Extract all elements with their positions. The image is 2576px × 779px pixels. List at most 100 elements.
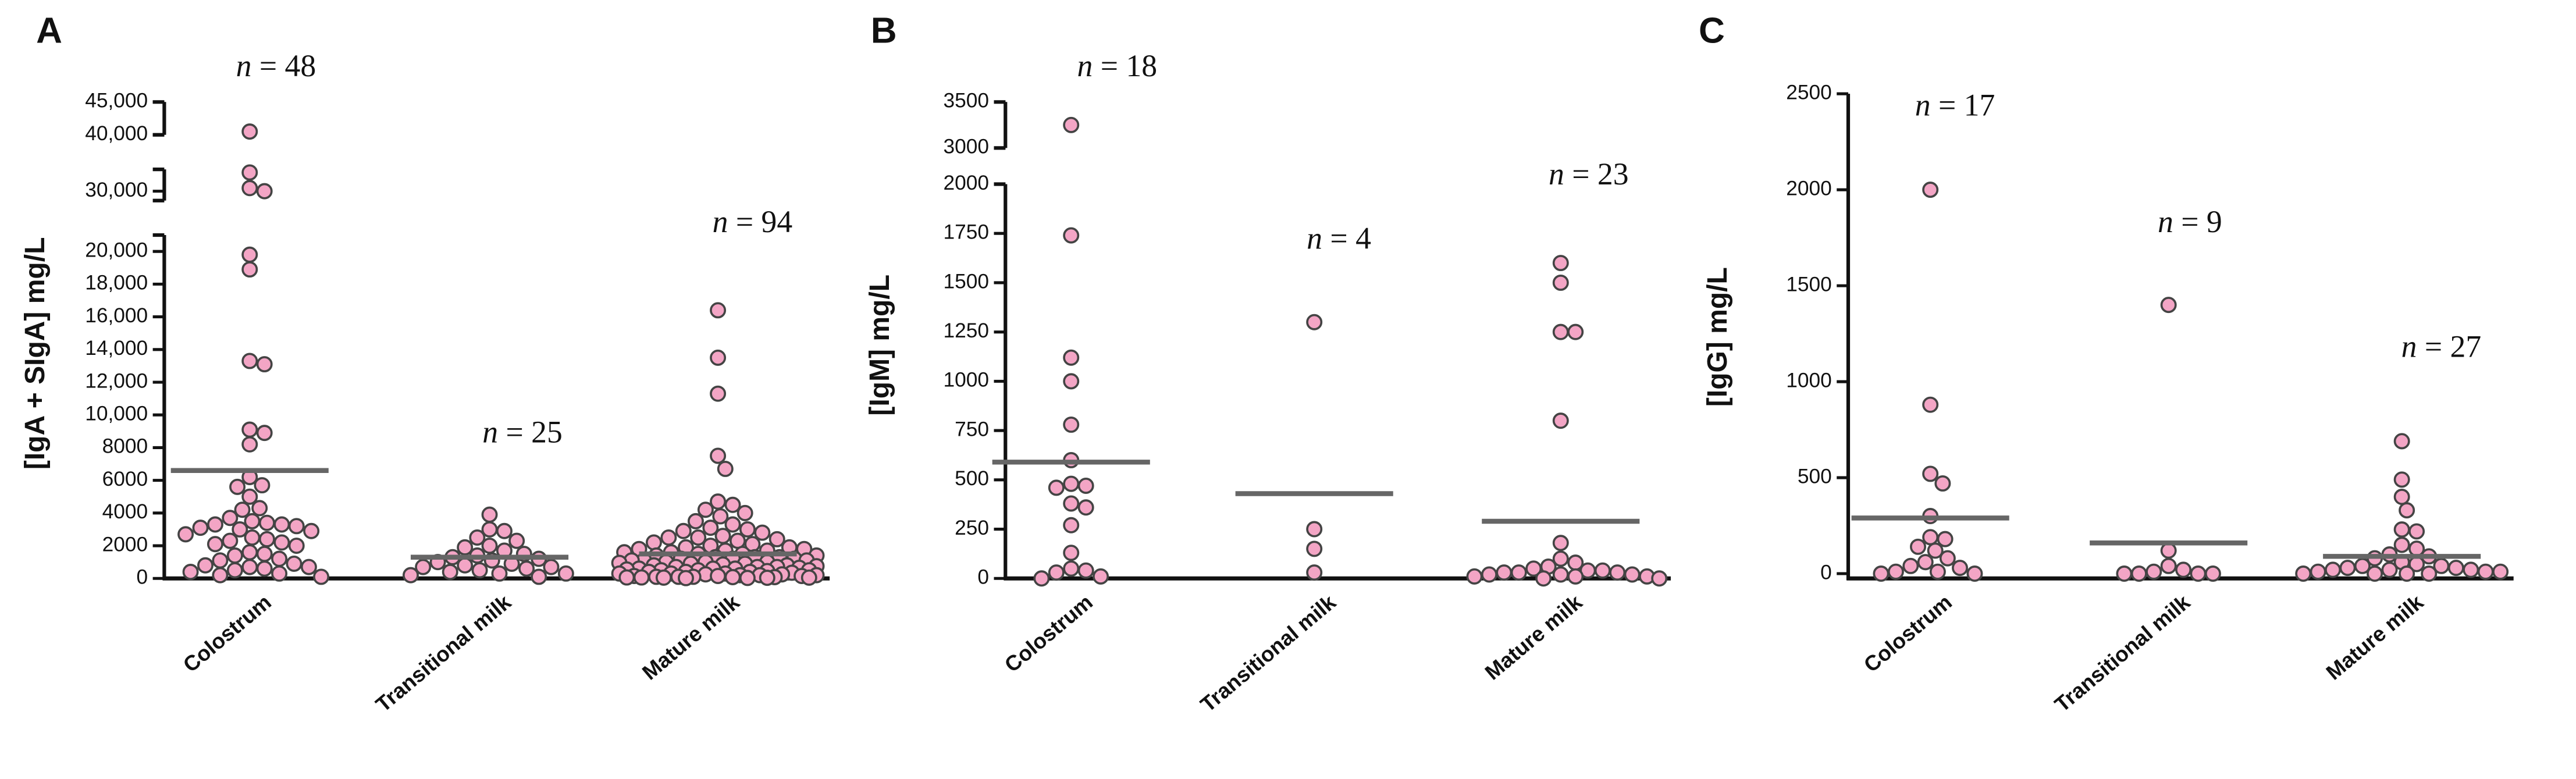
data-point (531, 568, 547, 585)
n-label: n = 23 (1549, 157, 1629, 192)
data-point (229, 478, 246, 495)
data-point (182, 564, 199, 580)
data-point (457, 557, 474, 574)
data-point (768, 531, 785, 547)
data-point (690, 529, 707, 546)
data-point (442, 564, 458, 580)
data-point (300, 559, 317, 575)
data-point (2399, 502, 2415, 519)
data-point (1063, 517, 1080, 533)
n-label: n = 27 (2401, 329, 2482, 364)
y-tick-label: 1000 (944, 369, 990, 392)
data-point (1481, 566, 1497, 583)
data-point (241, 544, 258, 561)
data-point (256, 183, 273, 200)
data-point (754, 524, 771, 541)
data-point (222, 532, 239, 549)
data-point (2310, 563, 2326, 580)
data-point (518, 560, 535, 577)
data-point (1934, 475, 1951, 492)
data-point (1922, 465, 1939, 482)
data-point (403, 567, 419, 584)
data-point (241, 180, 258, 197)
data-point (2160, 557, 2177, 574)
data-point (2408, 523, 2425, 540)
y-tick-label: 0 (137, 566, 148, 589)
data-point (1063, 495, 1080, 512)
data-point (1927, 542, 1944, 559)
data-point (258, 514, 275, 531)
data-point (1552, 323, 1569, 340)
data-point (254, 477, 271, 494)
n-label: n = 9 (2158, 204, 2222, 239)
data-point (256, 425, 273, 442)
data-point (288, 518, 305, 535)
data-point (2393, 536, 2410, 553)
y-tick-label: 6000 (102, 468, 148, 490)
data-point (2367, 565, 2383, 582)
data-point (226, 547, 243, 564)
y-tick-label: 0 (977, 566, 989, 589)
y-tick-label: 12,000 (85, 369, 148, 392)
data-point (1496, 564, 1513, 581)
data-point (1077, 562, 1094, 579)
data-point (1552, 535, 1569, 552)
data-point (1594, 562, 1611, 579)
data-point (1552, 255, 1569, 272)
data-point (1063, 560, 1080, 577)
data-point (697, 501, 714, 518)
data-point (508, 532, 525, 549)
data-point (241, 436, 258, 453)
n-label: n = 25 (482, 415, 563, 450)
data-point (2295, 565, 2312, 582)
data-point (1535, 570, 1552, 587)
x-tick-label: Transitional milk (371, 590, 516, 717)
data-point (633, 569, 650, 586)
y-axis-label: [IgA + SIgA] mg/L (20, 237, 51, 470)
data-point (687, 513, 704, 529)
data-point (1887, 563, 1904, 580)
data-point (1624, 566, 1641, 583)
y-tick-label: 250 (955, 517, 989, 539)
data-point (710, 385, 727, 402)
data-point (288, 538, 305, 554)
data-point (1910, 538, 1926, 555)
data-point (256, 560, 273, 577)
data-point (1077, 478, 1094, 494)
y-tick-label: 4000 (102, 500, 148, 523)
data-point (222, 510, 239, 527)
panel-letter: A (36, 11, 62, 51)
data-point (2421, 565, 2438, 582)
data-point (258, 531, 275, 547)
y-tick-label: 3500 (944, 90, 990, 112)
y-tick-label: 750 (955, 418, 989, 440)
data-point (645, 534, 662, 551)
data-point (557, 565, 574, 582)
data-point (1952, 560, 1968, 577)
data-point (1567, 323, 1584, 340)
data-point (241, 353, 258, 369)
data-point (678, 570, 694, 586)
data-point (724, 516, 741, 533)
y-tick-label: 1250 (944, 319, 990, 342)
y-axis-label: [IgM] mg/L (864, 275, 895, 416)
data-point (271, 565, 288, 582)
data-point (197, 557, 214, 574)
data-point (736, 504, 753, 521)
data-point (232, 521, 248, 538)
panel-letter: C (1699, 11, 1725, 51)
y-tick-label: 30,000 (85, 179, 148, 201)
data-point (457, 539, 474, 556)
data-point (675, 522, 692, 539)
data-point (256, 546, 273, 563)
data-point (1063, 545, 1080, 561)
data-point (618, 569, 635, 586)
x-tick-label: Colostrum (179, 590, 276, 677)
data-point (1929, 563, 1946, 580)
y-tick-label: 500 (1798, 465, 1832, 488)
y-tick-label: 3000 (944, 136, 990, 158)
data-point (2399, 565, 2415, 582)
data-point (1510, 564, 1527, 581)
data-point (234, 501, 251, 518)
